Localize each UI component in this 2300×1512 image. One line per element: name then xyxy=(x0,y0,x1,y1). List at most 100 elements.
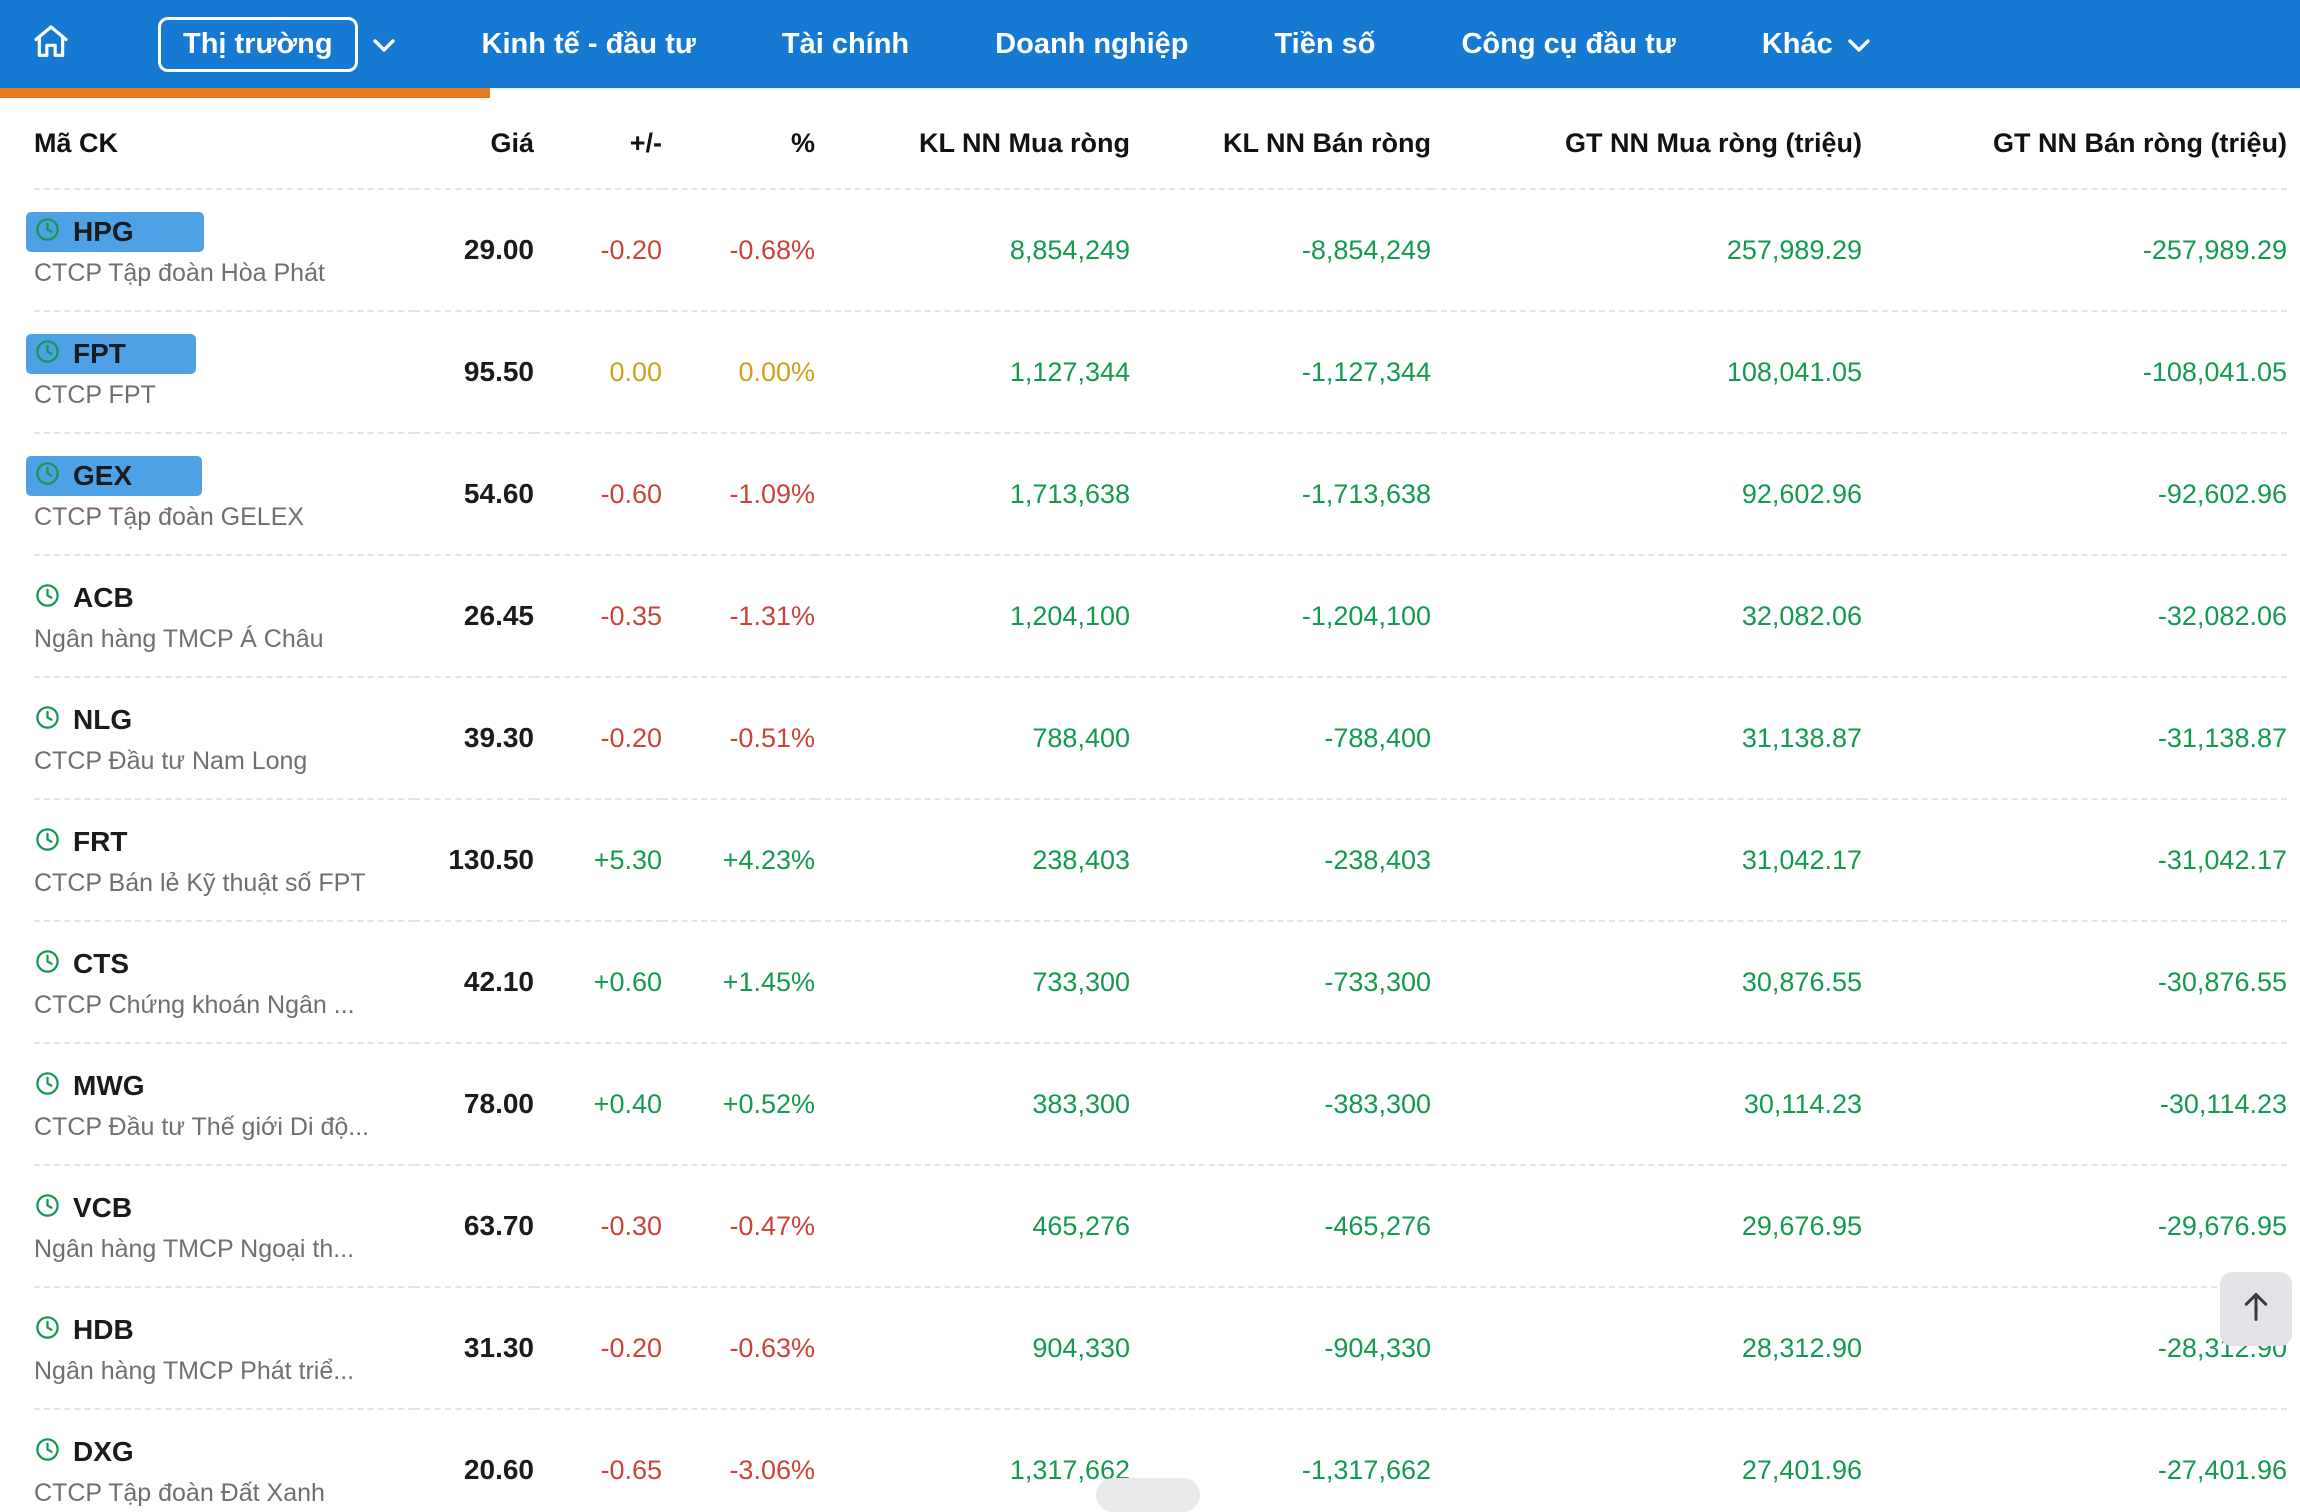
home-icon xyxy=(30,22,72,67)
company-name: CTCP Tập đoàn Hòa Phát xyxy=(34,259,325,287)
stock-code-wrap[interactable]: HDB xyxy=(26,1310,144,1350)
change-cell: -0.35 xyxy=(534,555,662,678)
change-cell: -0.20 xyxy=(534,677,662,800)
table-row[interactable]: GEX CTCP Tập đoàn GELEX 54.60 -0.60 -1.0… xyxy=(26,433,2287,556)
gt-nn-ban-rong-cell: -27,401.96 xyxy=(1862,1409,2287,1512)
header-percent: % xyxy=(662,98,815,190)
stock-code[interactable]: HDB xyxy=(73,1314,134,1345)
percent-cell: +4.23% xyxy=(662,799,815,922)
stock-code[interactable]: FPT xyxy=(73,338,126,369)
stock-code-wrap[interactable]: CTS xyxy=(26,944,139,984)
stock-code-wrap[interactable]: VCB xyxy=(26,1188,142,1228)
company-name: Ngân hàng TMCP Ngoại th... xyxy=(34,1235,355,1263)
scroll-to-top-button[interactable] xyxy=(2220,1272,2292,1346)
stock-code-wrap[interactable]: HPG xyxy=(26,212,204,252)
gt-nn-mua-rong-cell: 29,676.95 xyxy=(1431,1165,1862,1288)
header-ma-ck: Mã CK xyxy=(34,98,414,190)
change-cell: +0.40 xyxy=(534,1043,662,1166)
percent-cell: -3.06% xyxy=(662,1409,815,1512)
company-name: Ngân hàng TMCP Á Châu xyxy=(34,625,324,653)
table-row[interactable]: HDB Ngân hàng TMCP Phát triể... 31.30 -0… xyxy=(34,1287,2287,1410)
stock-code[interactable]: DXG xyxy=(73,1436,134,1467)
company-name: CTCP Đầu tư Nam Long xyxy=(34,747,308,775)
stock-code-wrap[interactable]: FPT xyxy=(26,334,196,374)
clock-icon xyxy=(34,216,61,248)
percent-cell: -1.31% xyxy=(662,555,815,678)
nav-item-khac-label: Khác xyxy=(1761,27,1833,60)
stock-code[interactable]: MWG xyxy=(73,1070,145,1101)
header-gt-nn-ban-rong: GT NN Bán ròng (triệu) xyxy=(1862,98,2287,190)
stock-code[interactable]: VCB xyxy=(73,1192,133,1223)
arrow-up-icon xyxy=(2239,1289,2273,1330)
kl-nn-mua-rong-cell: 1,713,638 xyxy=(815,433,1130,556)
table-row[interactable]: MWG CTCP Đầu tư Thế giới Di độ... 78.00 … xyxy=(34,1043,2287,1166)
kl-nn-mua-rong-cell: 465,276 xyxy=(815,1165,1130,1288)
kl-nn-mua-rong-cell: 1,204,100 xyxy=(815,555,1130,678)
nav-item-khac[interactable]: Khác xyxy=(1762,28,1871,61)
clock-icon xyxy=(34,704,61,736)
kl-nn-mua-rong-cell: 1,317,662 xyxy=(815,1409,1130,1512)
clock-icon xyxy=(34,826,61,858)
stock-code-wrap[interactable]: ACB xyxy=(26,578,144,618)
header-kl-nn-ban-rong: KL NN Bán ròng xyxy=(1130,98,1431,190)
kl-nn-mua-rong-cell: 8,854,249 xyxy=(815,189,1130,312)
clock-icon xyxy=(34,948,61,980)
company-name: CTCP Chứng khoán Ngân ... xyxy=(34,991,355,1019)
change-cell: +0.60 xyxy=(534,921,662,1044)
percent-cell: -0.47% xyxy=(662,1165,815,1288)
percent-cell: -0.51% xyxy=(662,677,815,800)
kl-nn-ban-rong-cell: -383,300 xyxy=(1130,1043,1431,1166)
change-cell: -0.20 xyxy=(534,189,662,312)
nav-item-kinh-te-dau-tu-label: Kinh tế - đầu tư xyxy=(481,27,696,60)
stock-code-wrap[interactable]: FRT xyxy=(26,822,137,862)
gt-nn-mua-rong-cell: 32,082.06 xyxy=(1431,555,1862,678)
table-row[interactable]: FPT CTCP FPT 95.50 0.00 0.00% 1,127,344 … xyxy=(26,311,2287,434)
table-row[interactable]: CTS CTCP Chứng khoán Ngân ... 42.10 +0.6… xyxy=(34,921,2287,1044)
table-header-row: Mã CK Giá +/- % KL NN Mua ròng KL NN Bán… xyxy=(34,98,2287,190)
table-row[interactable]: ACB Ngân hàng TMCP Á Châu 26.45 -0.35 -1… xyxy=(34,555,2287,678)
stock-code[interactable]: ACB xyxy=(73,582,134,613)
table-row[interactable]: NLG CTCP Đầu tư Nam Long 39.30 -0.20 -0.… xyxy=(34,677,2287,800)
stock-code[interactable]: HPG xyxy=(73,216,134,247)
stock-code[interactable]: GEX xyxy=(73,460,133,491)
nav-item-thi-truong-label: Thị trường xyxy=(158,16,358,72)
price-cell: 31.30 xyxy=(414,1287,534,1410)
kl-nn-ban-rong-cell: -904,330 xyxy=(1130,1287,1431,1410)
nav-item-doanh-nghiep[interactable]: Doanh nghiệp xyxy=(995,28,1188,61)
stock-code-wrap[interactable]: MWG xyxy=(26,1066,155,1106)
stock-code-wrap[interactable]: NLG xyxy=(26,700,142,740)
price-cell: 130.50 xyxy=(414,799,534,922)
kl-nn-ban-rong-cell: -733,300 xyxy=(1130,921,1431,1044)
stock-code[interactable]: FRT xyxy=(73,826,128,857)
clock-icon xyxy=(34,1192,61,1224)
nav-item-doanh-nghiep-label: Doanh nghiệp xyxy=(995,27,1189,60)
percent-cell: -0.63% xyxy=(662,1287,815,1410)
nav-item-cong-cu-dau-tu-label: Công cụ đầu tư xyxy=(1461,27,1676,60)
price-cell: 20.60 xyxy=(414,1409,534,1512)
gt-nn-ban-rong-cell: -30,876.55 xyxy=(1862,921,2287,1044)
stock-code[interactable]: NLG xyxy=(73,704,133,735)
nav-item-cong-cu-dau-tu[interactable]: Công cụ đầu tư xyxy=(1461,28,1675,61)
gt-nn-mua-rong-cell: 30,114.23 xyxy=(1431,1043,1862,1166)
clock-icon xyxy=(34,1436,61,1468)
nav-item-thi-truong[interactable]: Thị trường xyxy=(158,16,396,72)
nav-item-kinh-te-dau-tu[interactable]: Kinh tế - đầu tư xyxy=(482,28,696,61)
stock-code-wrap[interactable]: DXG xyxy=(26,1432,144,1472)
percent-cell: -0.68% xyxy=(662,189,815,312)
home-button[interactable] xyxy=(30,22,72,67)
change-cell: +5.30 xyxy=(534,799,662,922)
percent-cell: +1.45% xyxy=(662,921,815,1044)
nav-item-tai-chinh[interactable]: Tài chính xyxy=(782,28,909,61)
stock-code-wrap[interactable]: GEX xyxy=(26,456,203,496)
price-cell: 63.70 xyxy=(414,1165,534,1288)
kl-nn-ban-rong-cell: -1,713,638 xyxy=(1130,433,1431,556)
stock-code[interactable]: CTS xyxy=(73,948,129,979)
table-row[interactable]: FRT CTCP Bán lẻ Kỹ thuật số FPT 130.50 +… xyxy=(34,799,2287,922)
chevron-down-icon xyxy=(372,28,396,61)
nav-item-tien-so[interactable]: Tiền số xyxy=(1274,28,1375,61)
gt-nn-mua-rong-cell: 30,876.55 xyxy=(1431,921,1862,1044)
change-cell: -0.30 xyxy=(534,1165,662,1288)
clock-icon xyxy=(34,338,61,370)
table-row[interactable]: HPG CTCP Tập đoàn Hòa Phát 29.00 -0.20 -… xyxy=(26,189,2287,312)
table-row[interactable]: VCB Ngân hàng TMCP Ngoại th... 63.70 -0.… xyxy=(34,1165,2287,1288)
